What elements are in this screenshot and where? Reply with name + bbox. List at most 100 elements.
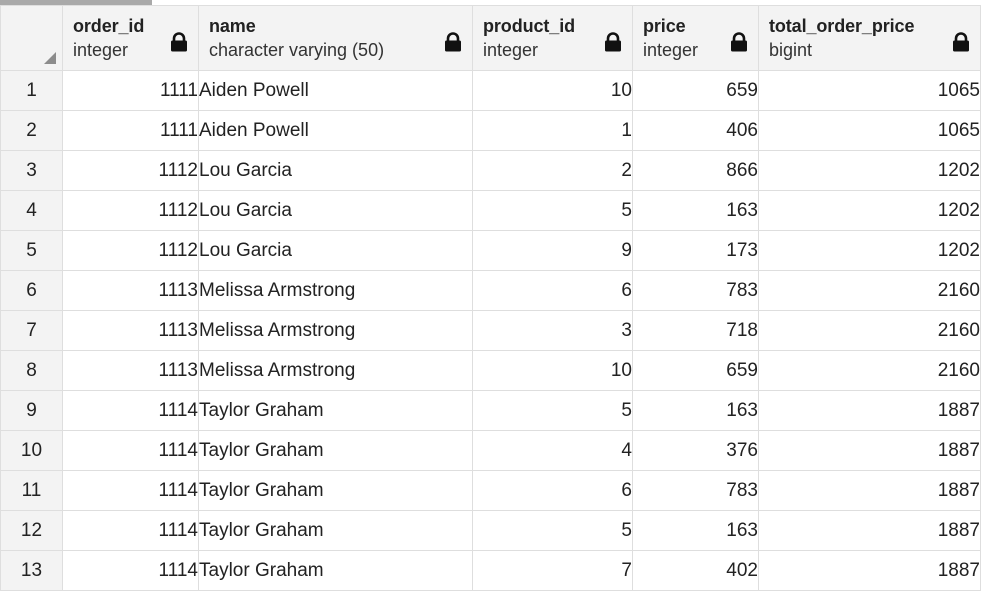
cell-order-id[interactable]: 1114 (62, 550, 199, 591)
select-all-corner[interactable] (0, 5, 63, 71)
table-row[interactable]: 4 1112 Lou Garcia 5 163 1202 (0, 190, 981, 231)
cell-price[interactable]: 163 (632, 510, 759, 551)
cell-price[interactable]: 406 (632, 110, 759, 151)
cell-name[interactable]: Taylor Graham (198, 510, 473, 551)
column-header-total-order-price[interactable]: total_order_price bigint (758, 5, 981, 71)
cell-product-id[interactable]: 6 (472, 270, 633, 311)
table-row[interactable]: 13 1114 Taylor Graham 7 402 1887 (0, 550, 981, 591)
cell-order-id[interactable]: 1112 (62, 150, 199, 191)
cell-product-id[interactable]: 6 (472, 470, 633, 511)
cell-name[interactable]: Aiden Powell (198, 110, 473, 151)
row-number-cell[interactable]: 1 (0, 70, 63, 111)
cell-price[interactable]: 866 (632, 150, 759, 191)
table-row[interactable]: 9 1114 Taylor Graham 5 163 1887 (0, 390, 981, 431)
cell-price[interactable]: 163 (632, 190, 759, 231)
cell-product-id[interactable]: 5 (472, 390, 633, 431)
cell-name[interactable]: Taylor Graham (198, 470, 473, 511)
table-row[interactable]: 7 1113 Melissa Armstrong 3 718 2160 (0, 310, 981, 351)
cell-product-id[interactable]: 9 (472, 230, 633, 271)
cell-order-id[interactable]: 1112 (62, 190, 199, 231)
cell-order-id[interactable]: 1114 (62, 390, 199, 431)
column-name: name (209, 16, 256, 36)
cell-total-order-price[interactable]: 1202 (758, 230, 981, 271)
cell-total-order-price[interactable]: 2160 (758, 310, 981, 351)
column-header-price[interactable]: price integer (632, 5, 759, 71)
cell-name[interactable]: Melissa Armstrong (198, 350, 473, 391)
cell-product-id[interactable]: 5 (472, 510, 633, 551)
cell-name[interactable]: Aiden Powell (198, 70, 473, 111)
row-number-cell[interactable]: 4 (0, 190, 63, 231)
cell-order-id[interactable]: 1113 (62, 350, 199, 391)
cell-order-id[interactable]: 1111 (62, 70, 199, 111)
cell-total-order-price[interactable]: 1887 (758, 430, 981, 471)
row-number-cell[interactable]: 6 (0, 270, 63, 311)
cell-total-order-price[interactable]: 1065 (758, 110, 981, 151)
row-number-cell[interactable]: 5 (0, 230, 63, 271)
row-number-cell[interactable]: 9 (0, 390, 63, 431)
table-row[interactable]: 1 1111 Aiden Powell 10 659 1065 (0, 70, 981, 111)
cell-product-id[interactable]: 5 (472, 190, 633, 231)
cell-product-id[interactable]: 10 (472, 350, 633, 391)
cell-product-id[interactable]: 3 (472, 310, 633, 351)
cell-total-order-price[interactable]: 2160 (758, 350, 981, 391)
cell-total-order-price[interactable]: 1887 (758, 390, 981, 431)
cell-product-id[interactable]: 4 (472, 430, 633, 471)
row-number-cell[interactable]: 13 (0, 550, 63, 591)
cell-name[interactable]: Taylor Graham (198, 550, 473, 591)
cell-name[interactable]: Lou Garcia (198, 230, 473, 271)
cell-price[interactable]: 659 (632, 70, 759, 111)
cell-price[interactable]: 163 (632, 390, 759, 431)
column-header-product-id[interactable]: product_id integer (472, 5, 633, 71)
table-row[interactable]: 5 1112 Lou Garcia 9 173 1202 (0, 230, 981, 271)
table-row[interactable]: 2 1111 Aiden Powell 1 406 1065 (0, 110, 981, 151)
cell-total-order-price[interactable]: 1065 (758, 70, 981, 111)
cell-order-id[interactable]: 1112 (62, 230, 199, 271)
cell-name[interactable]: Lou Garcia (198, 150, 473, 191)
cell-product-id[interactable]: 7 (472, 550, 633, 591)
cell-product-id[interactable]: 2 (472, 150, 633, 191)
cell-name[interactable]: Taylor Graham (198, 390, 473, 431)
column-header-order-id[interactable]: order_id integer (62, 5, 199, 71)
table-row[interactable]: 3 1112 Lou Garcia 2 866 1202 (0, 150, 981, 191)
cell-product-id[interactable]: 1 (472, 110, 633, 151)
table-row[interactable]: 8 1113 Melissa Armstrong 10 659 2160 (0, 350, 981, 391)
column-name: product_id (483, 16, 575, 36)
cell-price[interactable]: 376 (632, 430, 759, 471)
cell-order-id[interactable]: 1113 (62, 310, 199, 351)
cell-name[interactable]: Melissa Armstrong (198, 270, 473, 311)
cell-order-id[interactable]: 1114 (62, 430, 199, 471)
cell-name[interactable]: Lou Garcia (198, 190, 473, 231)
cell-total-order-price[interactable]: 1887 (758, 550, 981, 591)
cell-total-order-price[interactable]: 2160 (758, 270, 981, 311)
table-row[interactable]: 6 1113 Melissa Armstrong 6 783 2160 (0, 270, 981, 311)
row-number-cell[interactable]: 7 (0, 310, 63, 351)
cell-order-id[interactable]: 1114 (62, 470, 199, 511)
cell-order-id[interactable]: 1111 (62, 110, 199, 151)
row-number-cell[interactable]: 3 (0, 150, 63, 191)
column-name: price (643, 16, 686, 36)
cell-total-order-price[interactable]: 1887 (758, 510, 981, 551)
row-number-cell[interactable]: 12 (0, 510, 63, 551)
table-row[interactable]: 11 1114 Taylor Graham 6 783 1887 (0, 470, 981, 511)
row-number-cell[interactable]: 10 (0, 430, 63, 471)
row-number-cell[interactable]: 8 (0, 350, 63, 391)
cell-order-id[interactable]: 1113 (62, 270, 199, 311)
cell-price[interactable]: 783 (632, 470, 759, 511)
cell-order-id[interactable]: 1114 (62, 510, 199, 551)
cell-price[interactable]: 659 (632, 350, 759, 391)
table-row[interactable]: 12 1114 Taylor Graham 5 163 1887 (0, 510, 981, 551)
cell-total-order-price[interactable]: 1887 (758, 470, 981, 511)
cell-name[interactable]: Taylor Graham (198, 430, 473, 471)
cell-price[interactable]: 718 (632, 310, 759, 351)
cell-price[interactable]: 783 (632, 270, 759, 311)
column-header-name[interactable]: name character varying (50) (198, 5, 473, 71)
cell-price[interactable]: 173 (632, 230, 759, 271)
cell-total-order-price[interactable]: 1202 (758, 190, 981, 231)
row-number-cell[interactable]: 11 (0, 470, 63, 511)
cell-name[interactable]: Melissa Armstrong (198, 310, 473, 351)
cell-price[interactable]: 402 (632, 550, 759, 591)
table-row[interactable]: 10 1114 Taylor Graham 4 376 1887 (0, 430, 981, 471)
cell-product-id[interactable]: 10 (472, 70, 633, 111)
row-number-cell[interactable]: 2 (0, 110, 63, 151)
cell-total-order-price[interactable]: 1202 (758, 150, 981, 191)
